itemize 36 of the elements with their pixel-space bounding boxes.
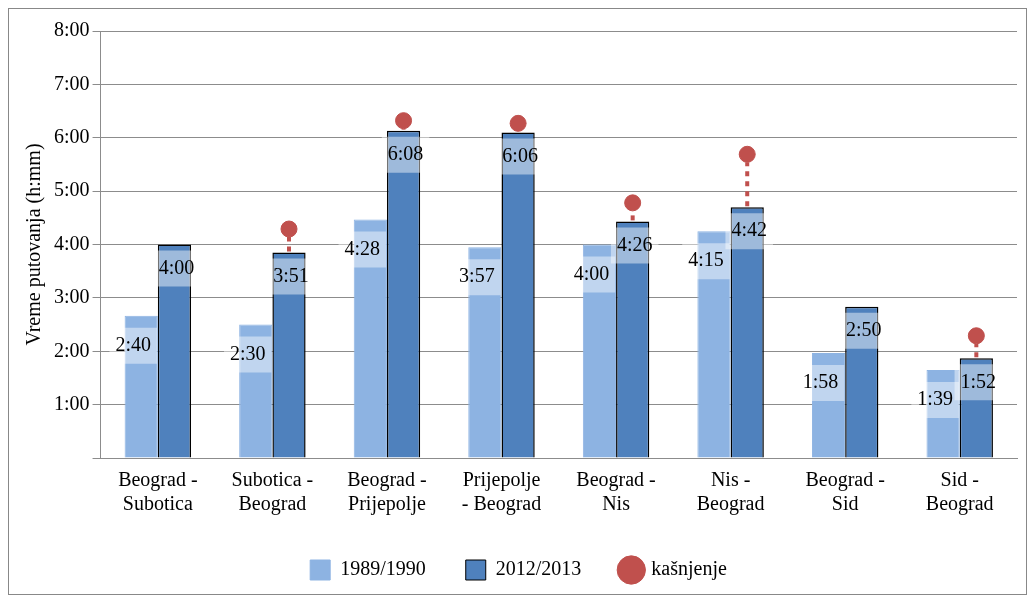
y-tick-label: 2:00 [53, 338, 90, 361]
x-tick-label: Beograd - Subotica [118, 468, 198, 515]
legend-label: 1989/1990 [340, 557, 426, 580]
x-tick-label: Subotica - Beograd [231, 468, 314, 516]
data-label: 4:42 [731, 218, 767, 241]
data-label: 2:50 [846, 318, 882, 341]
data-label: 6:06 [502, 143, 538, 166]
y-tick-label: 3:00 [53, 285, 90, 308]
data-label: 3:57 [459, 264, 495, 287]
data-label: 1:58 [802, 370, 839, 393]
data-label: 2:40 [115, 332, 152, 355]
x-tick-label: Prijepolje - Beograd [461, 468, 542, 516]
data-label: 4:26 [616, 232, 653, 255]
x-tick-label: Nis - Beograd [696, 468, 765, 516]
x-tick-label: Beograd - Sid [805, 468, 885, 515]
data-label: 4:15 [688, 248, 724, 271]
data-label: 6:08 [387, 141, 424, 164]
data-label: 4:28 [344, 236, 381, 259]
data-label: 1:52 [960, 369, 997, 392]
data-label: 3:51 [273, 263, 309, 286]
y-tick-label: 7:00 [53, 71, 90, 94]
x-tick-label: Sid - Beograd [925, 468, 994, 516]
y-axis-title: Vreme putovanja (h:mm) [22, 143, 46, 346]
x-tick-label: Beograd - Nis [576, 468, 656, 515]
legend-label: 2012/2013 [495, 557, 582, 580]
y-tick-label: 1:00 [53, 391, 90, 414]
data-label: 1:39 [917, 387, 953, 410]
data-label: 4:00 [158, 255, 195, 278]
y-tick-label: 5:00 [53, 178, 90, 201]
y-tick-label: 4:00 [53, 231, 90, 254]
legend-label: kašnjenje [651, 557, 727, 581]
data-label: 2:30 [230, 341, 266, 364]
y-tick-label: 8:00 [53, 18, 90, 41]
y-tick-label: 6:00 [53, 125, 90, 147]
x-tick-label: Beograd - Prijepolje [347, 468, 427, 516]
data-label: 4:00 [573, 261, 610, 284]
